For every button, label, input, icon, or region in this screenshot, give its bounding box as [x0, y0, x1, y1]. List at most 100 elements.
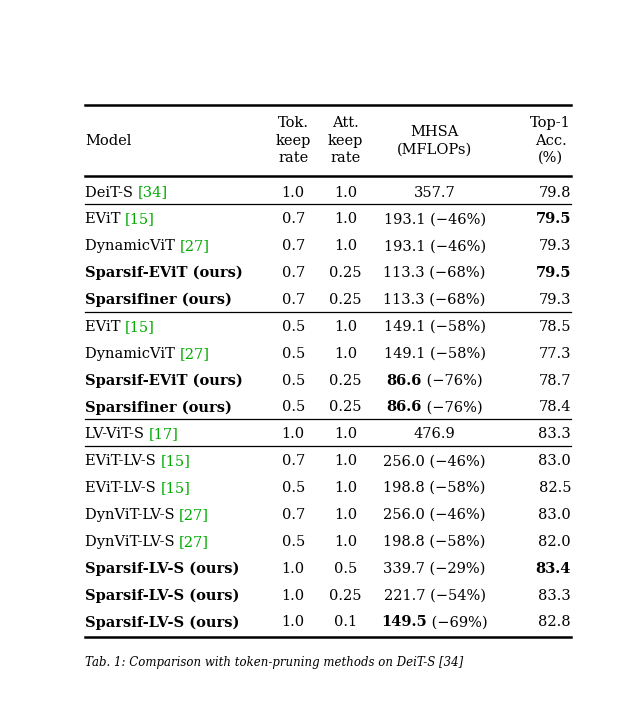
Text: Sparsif-LV-S (ours): Sparsif-LV-S (ours): [85, 588, 239, 602]
Text: 83.3: 83.3: [538, 427, 571, 441]
Text: 0.5: 0.5: [282, 535, 305, 549]
Text: 256.0 (−46%): 256.0 (−46%): [383, 508, 486, 522]
Text: 256.0 (−46%): 256.0 (−46%): [383, 454, 486, 468]
Text: LV-ViT-S: LV-ViT-S: [85, 427, 148, 441]
Text: (−76%): (−76%): [422, 374, 483, 387]
Text: EViT-LV-S: EViT-LV-S: [85, 481, 161, 495]
Text: 357.7: 357.7: [414, 186, 456, 199]
Text: EViT-LV-S: EViT-LV-S: [85, 454, 161, 468]
Text: [27]: [27]: [179, 239, 209, 253]
Text: Att.
keep
rate: Att. keep rate: [328, 116, 363, 165]
Text: 0.7: 0.7: [282, 266, 305, 280]
Text: 221.7 (−54%): 221.7 (−54%): [383, 589, 486, 602]
Text: 1.0: 1.0: [334, 427, 357, 441]
Text: 86.6: 86.6: [387, 400, 422, 414]
Text: 79.8: 79.8: [538, 186, 571, 199]
Text: 198.8 (−58%): 198.8 (−58%): [383, 535, 486, 549]
Text: 79.5: 79.5: [536, 266, 571, 280]
Text: 113.3 (−68%): 113.3 (−68%): [383, 293, 486, 307]
Text: 113.3 (−68%): 113.3 (−68%): [383, 266, 486, 280]
Text: 339.7 (−29%): 339.7 (−29%): [383, 562, 486, 575]
Text: 0.25: 0.25: [329, 266, 362, 280]
Text: 1.0: 1.0: [334, 508, 357, 522]
Text: Sparsif-LV-S (ours): Sparsif-LV-S (ours): [85, 562, 239, 576]
Text: Tab. 1: Comparison with token-pruning methods on DeiT-S [34]: Tab. 1: Comparison with token-pruning me…: [85, 656, 463, 669]
Text: 0.25: 0.25: [329, 589, 362, 602]
Text: 82.8: 82.8: [538, 615, 571, 629]
Text: 0.5: 0.5: [282, 320, 305, 334]
Text: 0.5: 0.5: [282, 347, 305, 361]
Text: 149.1 (−58%): 149.1 (−58%): [383, 347, 486, 361]
Text: 0.7: 0.7: [282, 454, 305, 468]
Text: DynViT-LV-S: DynViT-LV-S: [85, 535, 179, 549]
Text: [15]: [15]: [125, 320, 155, 334]
Text: (−69%): (−69%): [428, 615, 488, 629]
Text: 78.5: 78.5: [538, 320, 571, 334]
Text: 83.3: 83.3: [538, 589, 571, 602]
Text: 0.7: 0.7: [282, 212, 305, 226]
Text: 1.0: 1.0: [334, 454, 357, 468]
Text: 1.0: 1.0: [334, 212, 357, 226]
Text: Sparsif-EViT (ours): Sparsif-EViT (ours): [85, 266, 243, 281]
Text: 77.3: 77.3: [538, 347, 571, 361]
Text: 1.0: 1.0: [334, 239, 357, 253]
Text: DynViT-LV-S: DynViT-LV-S: [85, 508, 179, 522]
Text: 1.0: 1.0: [282, 427, 305, 441]
Text: Sparsif-EViT (ours): Sparsif-EViT (ours): [85, 373, 243, 388]
Text: [15]: [15]: [161, 454, 190, 468]
Text: 0.25: 0.25: [329, 374, 362, 387]
Text: 1.0: 1.0: [334, 347, 357, 361]
Text: 1.0: 1.0: [334, 186, 357, 199]
Text: Top-1
Acc.
(%): Top-1 Acc. (%): [531, 116, 571, 165]
Text: [17]: [17]: [148, 427, 179, 441]
Text: 198.8 (−58%): 198.8 (−58%): [383, 481, 486, 495]
Text: Sparsifiner (ours): Sparsifiner (ours): [85, 293, 232, 307]
Text: EViT: EViT: [85, 320, 125, 334]
Text: 0.25: 0.25: [329, 293, 362, 307]
Text: [27]: [27]: [179, 535, 209, 549]
Text: (−76%): (−76%): [422, 400, 483, 414]
Text: DeiT-S: DeiT-S: [85, 186, 138, 199]
Text: 476.9: 476.9: [414, 427, 456, 441]
Text: Model: Model: [85, 134, 131, 147]
Text: 82.0: 82.0: [538, 535, 571, 549]
Text: Sparsifiner (ours): Sparsifiner (ours): [85, 400, 232, 414]
Text: 0.5: 0.5: [333, 562, 357, 575]
Text: 0.25: 0.25: [329, 400, 362, 414]
Text: 1.0: 1.0: [282, 186, 305, 199]
Text: 83.0: 83.0: [538, 454, 571, 468]
Text: DynamicViT: DynamicViT: [85, 239, 179, 253]
Text: 79.3: 79.3: [538, 293, 571, 307]
Text: MHSA
(MFLOPs): MHSA (MFLOPs): [397, 125, 472, 156]
Text: 1.0: 1.0: [334, 535, 357, 549]
Text: 82.5: 82.5: [538, 481, 571, 495]
Text: Tok.
keep
rate: Tok. keep rate: [276, 116, 311, 165]
Text: 0.7: 0.7: [282, 293, 305, 307]
Text: 83.0: 83.0: [538, 508, 571, 522]
Text: [27]: [27]: [179, 347, 209, 361]
Text: 1.0: 1.0: [282, 562, 305, 575]
Text: 0.5: 0.5: [282, 481, 305, 495]
Text: 149.1 (−58%): 149.1 (−58%): [383, 320, 486, 334]
Text: EViT: EViT: [85, 212, 125, 226]
Text: 78.4: 78.4: [538, 400, 571, 414]
Text: 1.0: 1.0: [282, 589, 305, 602]
Text: 0.7: 0.7: [282, 239, 305, 253]
Text: 83.4: 83.4: [536, 562, 571, 575]
Text: [34]: [34]: [138, 186, 168, 199]
Text: 1.0: 1.0: [334, 481, 357, 495]
Text: 78.7: 78.7: [538, 374, 571, 387]
Text: 0.7: 0.7: [282, 508, 305, 522]
Text: 1.0: 1.0: [334, 320, 357, 334]
Text: 79.3: 79.3: [538, 239, 571, 253]
Text: Sparsif-LV-S (ours): Sparsif-LV-S (ours): [85, 615, 239, 629]
Text: 193.1 (−46%): 193.1 (−46%): [383, 212, 486, 226]
Text: [27]: [27]: [179, 508, 209, 522]
Text: [15]: [15]: [125, 212, 155, 226]
Text: 149.5: 149.5: [381, 615, 428, 629]
Text: 79.5: 79.5: [536, 212, 571, 226]
Text: 193.1 (−46%): 193.1 (−46%): [383, 239, 486, 253]
Text: 1.0: 1.0: [282, 615, 305, 629]
Text: 0.1: 0.1: [334, 615, 357, 629]
Text: 86.6: 86.6: [387, 374, 422, 387]
